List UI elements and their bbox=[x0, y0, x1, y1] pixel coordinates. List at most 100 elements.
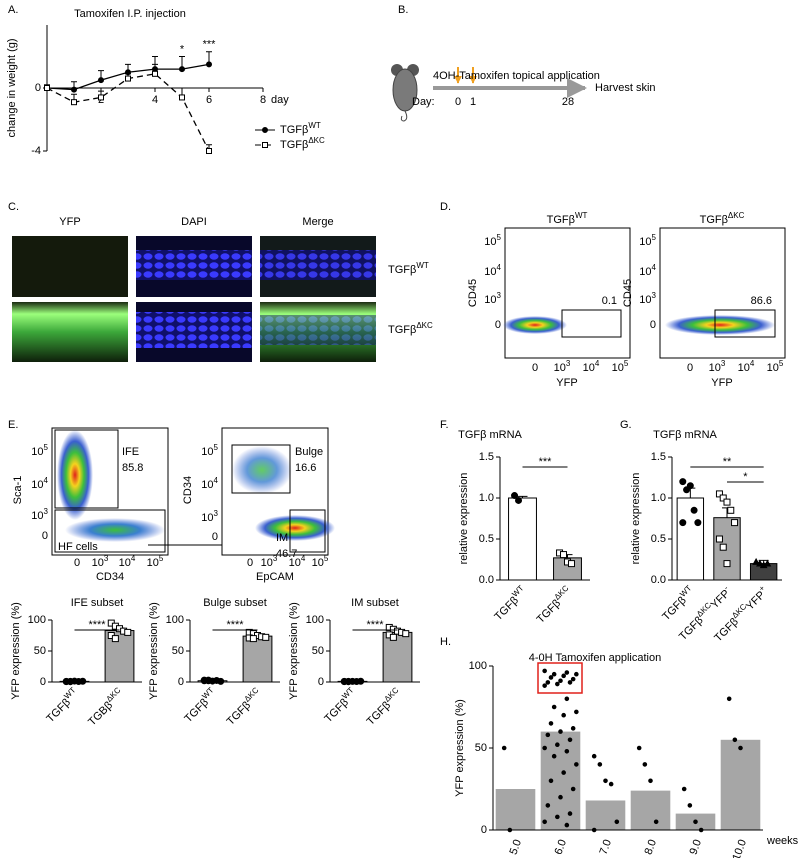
text-part: 10 bbox=[312, 557, 324, 569]
y-tick-label: 0 bbox=[212, 531, 218, 543]
data-point bbox=[551, 704, 557, 710]
data-point bbox=[567, 680, 573, 685]
density bbox=[65, 518, 165, 542]
data-point bbox=[564, 822, 570, 828]
data-point bbox=[591, 753, 597, 759]
data-point bbox=[574, 762, 579, 767]
data-point bbox=[756, 559, 764, 567]
bar bbox=[382, 631, 413, 683]
nuclei bbox=[260, 315, 376, 345]
text-part: 10 bbox=[639, 294, 651, 306]
density bbox=[57, 430, 93, 520]
superscript: ΔKC bbox=[383, 686, 401, 704]
flow-frame bbox=[504, 227, 631, 359]
data-point bbox=[694, 519, 702, 527]
x-tick-label: 10.0 bbox=[730, 838, 749, 858]
data-point bbox=[501, 745, 507, 751]
data-point bbox=[570, 786, 576, 792]
data-point bbox=[558, 678, 563, 684]
image-yfp-kc bbox=[12, 302, 128, 362]
data-point bbox=[763, 559, 772, 567]
text-part: TGFβ bbox=[280, 139, 308, 151]
text-part: 10 bbox=[289, 557, 301, 569]
y-tick-label: 105 bbox=[31, 443, 48, 458]
panel-label: G. bbox=[620, 419, 632, 431]
text-part: TGFβ bbox=[547, 214, 575, 226]
gate bbox=[561, 309, 622, 338]
bar bbox=[676, 497, 705, 581]
data-point bbox=[648, 778, 653, 784]
x-tick-label: 5.0 bbox=[508, 838, 525, 856]
superscript: 3 bbox=[104, 554, 109, 563]
data-point bbox=[727, 506, 735, 514]
gate-name: Bulge bbox=[295, 446, 323, 458]
significance-label: **** bbox=[226, 619, 244, 631]
day-label: Day: bbox=[412, 96, 435, 108]
superscript: 5 bbox=[624, 359, 629, 368]
superscript: 3 bbox=[721, 359, 726, 368]
x-tick-label: TGFβΔKC bbox=[363, 686, 405, 728]
data-point bbox=[564, 670, 570, 675]
data-point bbox=[206, 148, 212, 154]
data-point bbox=[79, 677, 87, 685]
superscript: 3 bbox=[44, 507, 49, 516]
text-part: TGFβ bbox=[388, 264, 416, 276]
y-axis-label: CD45 bbox=[622, 279, 634, 307]
superscript: 4 bbox=[595, 359, 600, 368]
error-bar bbox=[517, 495, 528, 498]
density bbox=[503, 316, 567, 334]
superscript: ΔKC bbox=[728, 211, 745, 220]
data-point bbox=[152, 70, 158, 77]
gate-value: 46.7 bbox=[276, 548, 297, 560]
superscript: ΔKC bbox=[308, 136, 325, 145]
gate bbox=[714, 309, 776, 338]
data-point bbox=[515, 496, 523, 504]
chart-title: TGFβ mRNA bbox=[653, 429, 717, 441]
x-tick-label: 7.0 bbox=[598, 838, 615, 856]
text-part: 10 bbox=[92, 557, 104, 569]
schematic: 4OH-Tamoxifen topical application Day: 0… bbox=[391, 64, 656, 122]
annotation: *** bbox=[203, 39, 217, 51]
data-point bbox=[679, 478, 687, 486]
data-point bbox=[603, 778, 608, 784]
superscript: 3 bbox=[214, 509, 219, 518]
x-tick-label: 6.0 bbox=[553, 838, 570, 856]
y-tick-label: 103 bbox=[201, 509, 218, 524]
bar bbox=[630, 790, 671, 830]
data-point bbox=[636, 745, 642, 751]
superscript: 5 bbox=[159, 554, 164, 563]
column-label: YFP bbox=[59, 216, 80, 228]
data-point bbox=[561, 712, 566, 718]
data-point bbox=[249, 635, 257, 643]
y-tick-label: 1.5 bbox=[651, 451, 666, 463]
data-point bbox=[731, 519, 739, 527]
density bbox=[255, 515, 335, 541]
y-tick-label: 0 bbox=[35, 82, 41, 94]
text-part: TGFβ bbox=[280, 124, 308, 136]
x-tick-label: 103 bbox=[554, 359, 571, 374]
panel-label: B. bbox=[398, 4, 408, 16]
x-tick-label: 104 bbox=[289, 554, 306, 569]
x-tick-label: 103 bbox=[92, 554, 109, 569]
y-tick-label: 100 bbox=[469, 660, 487, 672]
flow-title: TGFβΔKC bbox=[700, 211, 745, 226]
data-point bbox=[357, 677, 365, 685]
chart-title: IM subset bbox=[351, 597, 399, 609]
text-part: 10 bbox=[31, 510, 43, 522]
y-tick-label: 104 bbox=[484, 263, 501, 278]
superscript: + bbox=[757, 583, 767, 593]
data-point bbox=[217, 677, 225, 685]
text-part: 10 bbox=[31, 446, 43, 458]
gate-value: 16.6 bbox=[295, 462, 316, 474]
y-axis-label: CD45 bbox=[467, 279, 479, 307]
data-point bbox=[693, 819, 698, 825]
superscript: WT bbox=[575, 211, 588, 220]
data-point bbox=[98, 77, 104, 84]
y-axis-label: YFP expression (%) bbox=[454, 699, 466, 797]
text-part: 10 bbox=[767, 362, 779, 374]
superscript: ΔKC bbox=[553, 584, 571, 602]
text-part: 10 bbox=[639, 236, 651, 248]
bar bbox=[585, 800, 626, 830]
